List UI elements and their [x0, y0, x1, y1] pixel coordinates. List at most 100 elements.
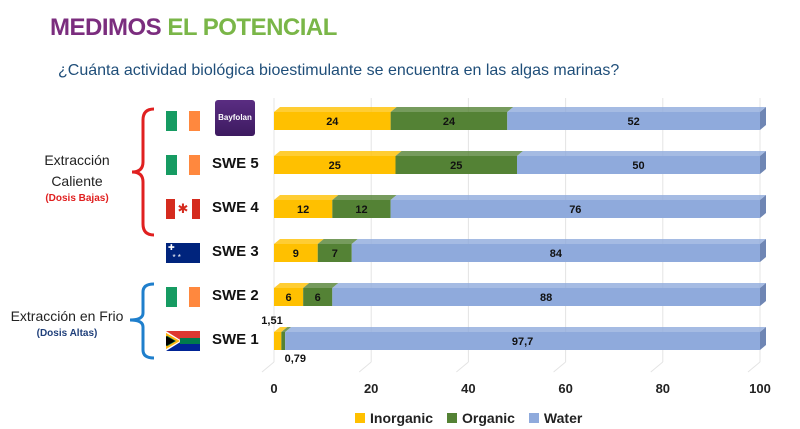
bar-top-water — [390, 195, 766, 200]
legend-organic: Organic — [447, 410, 515, 426]
bar-top-inorganic — [274, 151, 402, 156]
bar-side — [760, 107, 766, 130]
flag-ireland-icon — [166, 287, 200, 307]
slide-title: MEDIMOS EL POTENCIAL — [50, 14, 337, 42]
gridline-floor — [650, 361, 664, 373]
bar-segment-inorganic — [274, 200, 333, 218]
data-label: 6 — [315, 292, 321, 304]
category-label: SWE 3 — [212, 243, 259, 260]
data-label: 6 — [286, 292, 292, 304]
x-tick-label: 60 — [558, 381, 572, 396]
data-label: 84 — [550, 248, 563, 260]
gridline-floor — [358, 361, 372, 373]
data-label: 7 — [332, 248, 338, 260]
bar-top-inorganic — [274, 195, 339, 200]
bar-segment-organic — [281, 332, 286, 350]
gridline-floor — [747, 361, 761, 373]
bar-top-water — [507, 107, 766, 112]
title-part1: MEDIMOS — [50, 14, 162, 41]
bar-segment-inorganic — [274, 332, 282, 350]
data-label: 0,79 — [285, 353, 306, 365]
flag-ireland-icon — [166, 155, 200, 175]
legend: Inorganic Organic Water — [355, 410, 582, 426]
bar-segment-organic — [303, 288, 333, 306]
flag-australia-icon: ✚ * * — [166, 243, 200, 263]
bar-segment-inorganic — [274, 156, 396, 174]
data-label: 52 — [628, 116, 640, 128]
gridline-floor — [553, 361, 566, 373]
bar-top-organic — [332, 195, 397, 200]
legend-label: Inorganic — [370, 410, 434, 426]
data-label: 24 — [326, 116, 339, 128]
x-tick-label: 20 — [364, 381, 378, 396]
category-label: SWE 5 — [212, 155, 259, 172]
gridline-floor — [456, 361, 469, 373]
group-label: Extracción — [44, 152, 110, 168]
group-note: (Dosis Bajas) — [45, 193, 109, 204]
bar-segment-inorganic — [274, 288, 304, 306]
data-label: 88 — [540, 292, 552, 304]
group-hot-extraction: Extracción Caliente (Dosis Bajas) — [22, 150, 132, 206]
data-label: 12 — [355, 204, 367, 216]
category-label: SWE 2 — [212, 287, 259, 304]
bayfolan-logo: Bayfolan — [215, 100, 255, 136]
bar-top-organic — [281, 327, 292, 332]
data-label: 1,51 — [261, 315, 282, 327]
bar-segment-water — [351, 244, 760, 262]
group-label: Extracción en Frio — [10, 308, 124, 324]
x-tick-label: 40 — [461, 381, 475, 396]
x-tick-label: 100 — [749, 381, 771, 396]
data-label: 25 — [329, 160, 341, 172]
bar-top-water — [332, 283, 766, 288]
data-label: 12 — [297, 204, 309, 216]
bar-segment-organic — [332, 200, 391, 218]
bar-top-water — [285, 327, 766, 332]
slide-subtitle: ¿Cuánta actividad biológica bioestimulan… — [58, 62, 620, 79]
bar-side — [760, 283, 766, 306]
group-label: Caliente — [51, 173, 103, 189]
bar-top-organic — [317, 239, 358, 244]
bar-top-organic — [303, 283, 339, 288]
data-label: 50 — [632, 160, 644, 172]
title-part2: EL POTENCIAL — [167, 14, 337, 41]
bar-top-water — [517, 151, 766, 156]
data-label: 97,7 — [512, 336, 533, 348]
legend-inorganic: Inorganic — [355, 410, 433, 426]
bar-segment-inorganic — [274, 112, 391, 130]
flag-south-africa-icon — [166, 331, 200, 351]
bar-segment-inorganic — [274, 244, 318, 262]
bar-segment-organic — [317, 244, 352, 262]
bar-segment-water — [517, 156, 760, 174]
legend-label: Water — [543, 410, 583, 426]
bar-top-inorganic — [274, 239, 324, 244]
bar-segment-water — [285, 332, 760, 350]
bar-top-organic — [395, 151, 523, 156]
bar-side — [760, 239, 766, 262]
category-label: SWE 4 — [212, 199, 259, 216]
flag-ireland-icon — [166, 111, 200, 131]
bar-side — [760, 327, 766, 350]
brace-hot — [131, 107, 155, 237]
data-label: 25 — [450, 160, 462, 172]
category-label: SWE 1 — [212, 331, 259, 348]
bar-side — [760, 195, 766, 218]
brace-cold — [129, 282, 155, 360]
legend-label: Organic — [462, 410, 515, 426]
bar-top-water — [351, 239, 766, 244]
group-cold-extraction: Extracción en Frio (Dosis Altas) — [2, 306, 132, 341]
bar-segment-organic — [390, 112, 508, 130]
bar-top-organic — [390, 107, 514, 112]
x-tick-label: 0 — [270, 381, 277, 396]
bar-segment-organic — [395, 156, 517, 174]
group-note: (Dosis Altas) — [36, 328, 98, 339]
gridline-floor — [261, 361, 275, 373]
data-label: 9 — [293, 248, 299, 260]
x-tick-label: 80 — [656, 381, 670, 396]
bar-segment-water — [332, 288, 760, 306]
flag-canada-icon: ✱ — [166, 199, 200, 219]
bar-top-inorganic — [274, 107, 397, 112]
bar-segment-water — [507, 112, 760, 130]
bar-side — [760, 151, 766, 174]
